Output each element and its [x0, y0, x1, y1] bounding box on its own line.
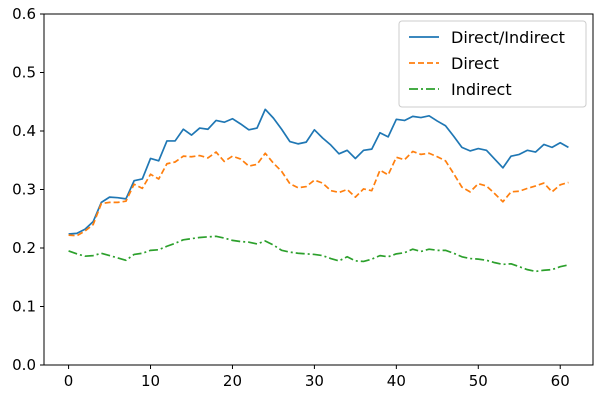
x-tick-label: 10 — [141, 372, 160, 390]
legend-label-2: Direct — [451, 54, 499, 73]
series-line-2 — [68, 150, 569, 237]
y-tick-label: 0.6 — [12, 5, 36, 23]
x-tick-label: 20 — [223, 372, 242, 390]
legend-box — [398, 20, 587, 108]
y-tick-label: 0.5 — [12, 64, 36, 82]
y-axis-ticks: 0.0 0.1 0.2 0.3 0.4 0.5 0.6 — [12, 5, 44, 374]
y-tick-label: 0.4 — [12, 122, 36, 140]
legend-label-3: Indirect — [451, 80, 512, 99]
x-tick-label: 50 — [469, 372, 488, 390]
x-tick-label: 60 — [551, 372, 570, 390]
legend: Direct/Indirect Direct Indirect — [398, 20, 587, 108]
y-tick-label: 0.3 — [12, 181, 36, 199]
legend-label-1: Direct/Indirect — [451, 28, 565, 47]
x-tick-label: 0 — [64, 372, 74, 390]
y-tick-label: 0.2 — [12, 239, 36, 257]
x-tick-label: 30 — [305, 372, 324, 390]
series-line-3 — [68, 235, 569, 273]
x-axis-ticks: 0 10 20 30 40 50 60 — [64, 365, 570, 390]
series-line-1 — [68, 108, 569, 235]
y-tick-label: 0.0 — [12, 356, 36, 374]
plot-lines — [68, 108, 569, 273]
y-tick-label: 0.1 — [12, 298, 36, 316]
x-tick-label: 40 — [387, 372, 406, 390]
